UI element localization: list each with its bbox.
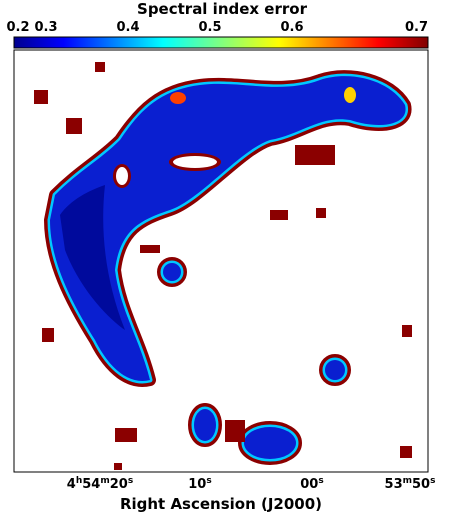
colorbar-title: Spectral index error [137,0,308,18]
x-tick-label: 00s [300,476,323,492]
x-tick-label: 4h54m20s [67,476,133,492]
colorbar-tick-labels: 0.2 0.3 0.4 0.5 0.6 0.7 [6,20,428,35]
colorbar-tick-label: 0.2 [6,20,29,35]
x-tick-label: 10s [188,476,211,492]
colorbar-tick-label: 0.5 [198,20,221,35]
colorbar-tick-label: 0.4 [116,20,139,35]
colorbar [13,36,429,49]
x-tick-label: 53m50s [385,476,436,492]
image-frame [13,49,429,473]
image [34,62,412,470]
colorbar-tick-label: 0.7 [405,20,428,35]
x-tick-labels: 4h54m20s 10s 00s 53m50s [67,476,436,492]
colorbar-tick-label: 0.3 [34,20,57,35]
x-axis-label: Right Ascension (J2000) [120,495,322,513]
colorbar-tick-label: 0.6 [280,20,303,35]
